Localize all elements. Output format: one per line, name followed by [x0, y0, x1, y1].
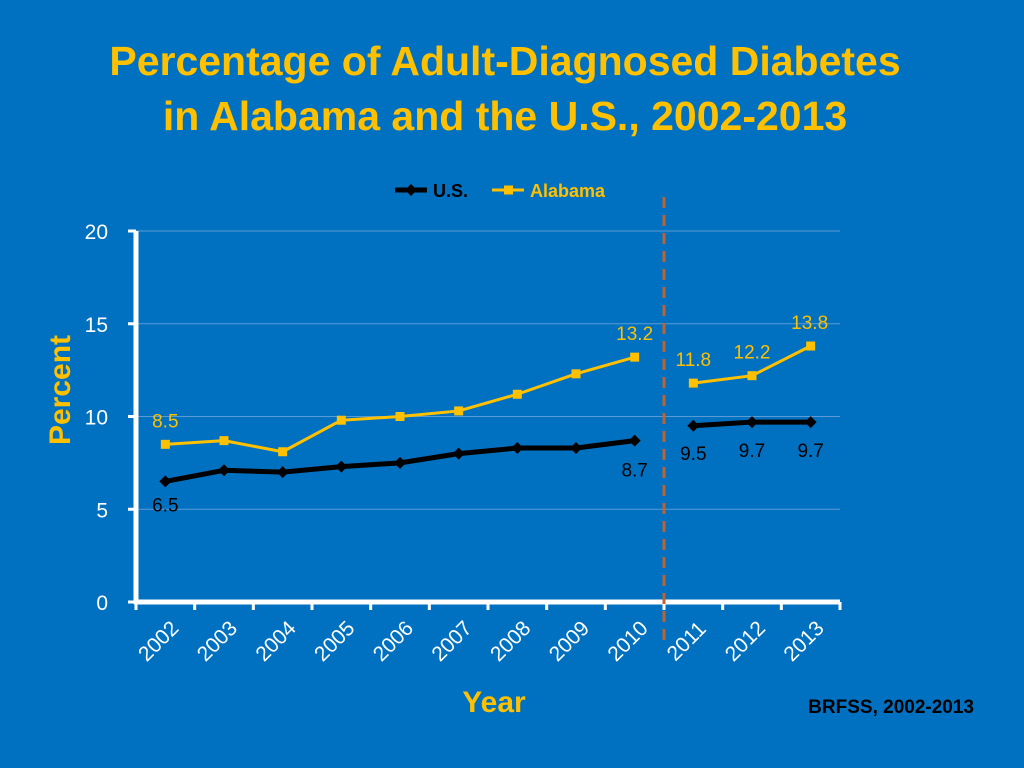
- y-tick-label: 5: [96, 499, 108, 522]
- us-data-label: 9.7: [797, 441, 823, 462]
- alabama-data-label: 8.5: [152, 411, 178, 432]
- alabama-data-label: 11.8: [676, 350, 712, 371]
- y-axis-title: Percent: [44, 335, 77, 445]
- y-tick-label: 15: [85, 314, 108, 337]
- alabama-point-2006: [395, 412, 405, 421]
- x-tick-label: 2011: [663, 617, 711, 665]
- x-tick-label: 2006: [369, 617, 418, 666]
- us-point-2004: [276, 466, 289, 479]
- us-data-label: 6.5: [152, 495, 178, 516]
- x-tick-label: 2004: [251, 617, 301, 667]
- alabama-point-2013: [806, 341, 816, 351]
- us-point-2006: [394, 456, 406, 469]
- alabama-point-2010: [630, 352, 640, 362]
- legend-label: U.S.: [433, 181, 468, 201]
- us-point-2010: [628, 434, 641, 447]
- alabama-point-2003: [219, 436, 229, 446]
- us-point-2005: [335, 460, 348, 473]
- x-tick-label: 2002: [134, 617, 183, 666]
- source-note: BRFSS, 2002-2013: [808, 697, 974, 718]
- us-point-2007: [452, 447, 465, 460]
- alabama-point-2007: [454, 406, 464, 416]
- x-tick-label: 2013: [779, 617, 828, 666]
- legend-marker: [504, 185, 513, 195]
- x-tick-label: 2009: [545, 617, 594, 666]
- us-point-2008: [511, 442, 524, 455]
- us-point-2013: [804, 416, 817, 429]
- us-point-2009: [570, 442, 582, 455]
- us-data-label: 9.7: [739, 441, 765, 462]
- legend-label: Alabama: [530, 181, 606, 201]
- alabama-point-2008: [512, 389, 522, 399]
- alabama-point-2009: [571, 369, 581, 379]
- alabama-point-2005: [336, 415, 346, 425]
- legend-marker: [405, 184, 417, 196]
- x-tick-label: 2007: [427, 617, 476, 666]
- alabama-point-2011: [688, 378, 698, 388]
- us-data-label: 8.7: [621, 461, 647, 482]
- alabama-data-label: 13.2: [616, 324, 653, 345]
- us-point-2011: [687, 419, 700, 432]
- title-line-1: Percentage of Adult-Diagnosed Diabetes: [109, 38, 901, 84]
- title-line-2: in Alabama and the U.S., 2002-2013: [162, 93, 848, 139]
- alabama-point-2012: [747, 371, 757, 381]
- y-tick-label: 0: [96, 592, 108, 615]
- x-tick-label: 2008: [486, 617, 535, 666]
- alabama-point-2004: [278, 447, 288, 457]
- alabama-series-line-1: [165, 355, 636, 454]
- y-tick-label: 20: [85, 221, 108, 244]
- x-tick-label: 2010: [603, 617, 652, 666]
- y-tick-label: 10: [85, 407, 108, 430]
- x-tick-label: 2003: [193, 617, 242, 666]
- x-axis-title: Year: [462, 686, 526, 719]
- us-data-label: 9.5: [680, 444, 706, 465]
- us-point-2012: [746, 416, 758, 429]
- us-point-2003: [218, 464, 230, 477]
- alabama-data-label: 12.2: [734, 343, 771, 364]
- alabama-data-label: 13.8: [791, 313, 828, 334]
- x-tick-label: 2012: [721, 617, 770, 666]
- us-point-2002: [159, 475, 172, 488]
- alabama-point-2002: [160, 439, 170, 449]
- x-tick-label: 2005: [310, 617, 359, 666]
- chart-title: Percentage of Adult-Diagnosed Diabetes i…: [0, 34, 1010, 144]
